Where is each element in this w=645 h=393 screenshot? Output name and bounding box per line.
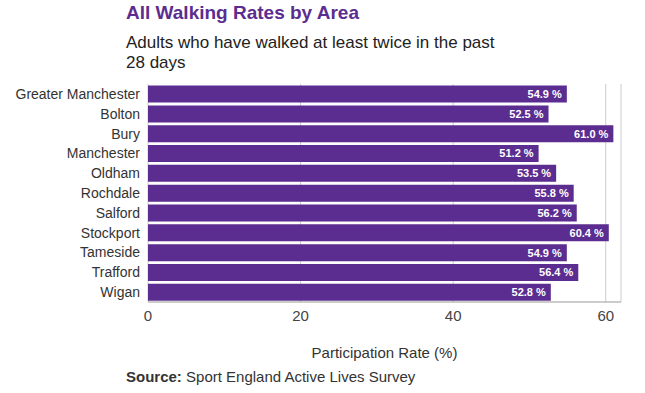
- svg-text:Bolton: Bolton: [100, 106, 140, 122]
- svg-text:Wigan: Wigan: [100, 284, 140, 300]
- html-text:Adults who have walked at leas: Adults who have walked at least twice in…: [126, 33, 495, 72]
- svg-text:55.8 %: 55.8 %: [534, 187, 568, 199]
- svg-text:Rochdale: Rochdale: [81, 185, 140, 201]
- svg-text:Stockport: Stockport: [81, 225, 140, 241]
- html-text:Participation Rate (%): Participation Rate (%): [311, 344, 458, 361]
- svg-text:61.0 %: 61.0 %: [574, 128, 608, 140]
- svg-text:Salford: Salford: [96, 205, 140, 221]
- svg-text:20: 20: [292, 307, 309, 324]
- html-text:Source: Sport England Active L: Source: Sport England Active Lives Surve…: [126, 368, 416, 385]
- svg-text:Bury: Bury: [111, 126, 140, 142]
- svg-text:51.2 %: 51.2 %: [499, 147, 533, 159]
- svg-text:60.4 %: 60.4 %: [570, 227, 604, 239]
- svg-text:53.5 %: 53.5 %: [517, 167, 551, 179]
- svg-text:Tameside: Tameside: [80, 244, 140, 260]
- svg-text:Greater Manchester: Greater Manchester: [16, 86, 141, 102]
- svg-text:Manchester: Manchester: [67, 145, 140, 161]
- svg-text:60: 60: [597, 307, 614, 324]
- svg-text:54.9 %: 54.9 %: [528, 88, 562, 100]
- svg-text:54.9 %: 54.9 %: [528, 247, 562, 259]
- svg-text:Trafford: Trafford: [92, 264, 140, 280]
- svg-text:56.2 %: 56.2 %: [538, 207, 572, 219]
- svg-text:40: 40: [445, 307, 462, 324]
- svg-text:0: 0: [144, 307, 152, 324]
- svg-text:56.4 %: 56.4 %: [539, 266, 573, 278]
- svg-text:52.8 %: 52.8 %: [512, 286, 546, 298]
- svg-text:Oldham: Oldham: [91, 165, 140, 181]
- svg-text:52.5 %: 52.5 %: [509, 108, 543, 120]
- html-text:All Walking Rates by Area: All Walking Rates by Area: [126, 2, 359, 23]
